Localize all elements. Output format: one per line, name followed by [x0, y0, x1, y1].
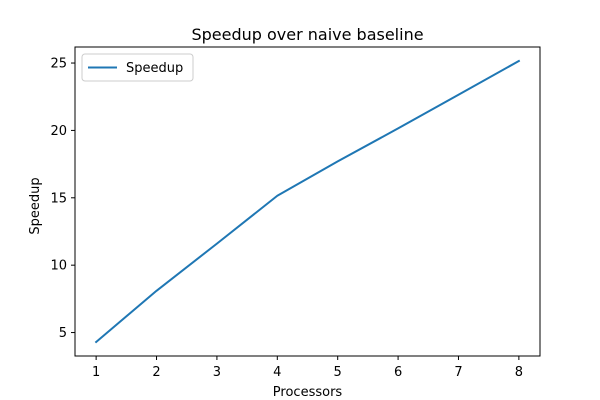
x-tick-label: 4 — [273, 365, 281, 380]
x-axis-ticks: 1 2 3 4 5 6 7 8 — [92, 356, 523, 380]
x-axis-label: Processors — [273, 385, 343, 400]
plot-frame — [74, 46, 541, 357]
y-tick-label: 5 — [59, 326, 67, 341]
x-tick-label: 7 — [454, 365, 462, 380]
x-tick-label: 6 — [394, 365, 402, 380]
legend-box — [81, 53, 194, 82]
y-axis-label: Speedup — [28, 177, 43, 234]
x-tick-label: 3 — [213, 365, 221, 380]
y-tick-label: 20 — [50, 124, 67, 139]
x-tick-label: 1 — [92, 365, 100, 380]
legend: Speedup — [81, 53, 194, 82]
x-tick-label: 5 — [334, 365, 342, 380]
x-tick-label: 2 — [152, 365, 160, 380]
y-tick-label: 15 — [50, 191, 67, 206]
y-tick-label: 25 — [50, 57, 67, 72]
series-layer — [94, 59, 521, 344]
y-tick-label: 10 — [50, 259, 67, 274]
series-line-speedup — [94, 59, 521, 344]
legend-label-speedup: Speedup — [126, 61, 183, 76]
y-axis-ticks: 5 10 15 20 25 — [50, 57, 75, 341]
chart-title: Speedup over naive baseline — [191, 25, 423, 44]
x-tick-label: 8 — [515, 365, 523, 380]
